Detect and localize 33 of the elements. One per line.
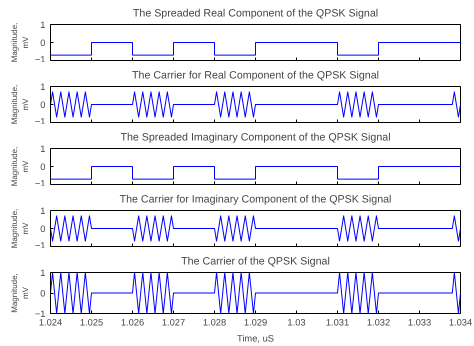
y-tick-label: −1	[34, 309, 46, 319]
x-tick-label: 1.03	[287, 318, 306, 328]
x-tick-label: 1.028	[202, 318, 226, 328]
y-tick-label: 0	[40, 100, 46, 110]
x-tick-label: 1.033	[408, 318, 432, 328]
x-tick-label: 1.026	[120, 318, 144, 328]
chart-title: The Carrier for Real Component of the QPSK Signal	[132, 70, 380, 82]
y-tick-label: 0	[40, 38, 46, 48]
x-tick-label: 1.025	[80, 318, 104, 328]
x-tick-label: 1.029	[244, 318, 268, 328]
y-tick-label: 0	[40, 224, 46, 234]
x-tick-label: 1.024	[38, 318, 62, 328]
y-tick-label: 1	[40, 206, 46, 216]
y-tick-label: 1	[40, 268, 46, 278]
x-axis-title: Time, uS	[237, 334, 274, 344]
y-tick-label: 0	[40, 288, 46, 298]
chart-title: The Spreaded Imaginary Component of the QPSK Signal	[120, 132, 391, 144]
y-tick-label: 1	[40, 20, 46, 30]
y-tick-label: 1	[40, 82, 46, 92]
y-axis-title: Magnitude, mV	[10, 84, 30, 124]
x-tick-label: 1.034	[448, 318, 472, 328]
y-axis-title: Magnitude, mV	[10, 273, 30, 313]
x-tick-label: 1.027	[162, 318, 186, 328]
y-tick-label: 0	[40, 162, 46, 172]
chart-title: The Carrier of the QPSK Signal	[181, 256, 330, 268]
y-tick-label: 1	[40, 144, 46, 154]
x-tick-label: 1.032	[366, 318, 390, 328]
y-axis-title: Magnitude, mV	[10, 22, 30, 62]
y-axis-title: Magnitude, mV	[10, 146, 30, 186]
y-axis-title: Magnitude, mV	[10, 208, 30, 248]
x-tick-label: 1.031	[326, 318, 350, 328]
chart-title: The Spreaded Real Component of the QPSK Signal	[132, 8, 378, 20]
chart-title: The Carrier for Imaginary Component of the QPSK Signal	[120, 194, 392, 206]
